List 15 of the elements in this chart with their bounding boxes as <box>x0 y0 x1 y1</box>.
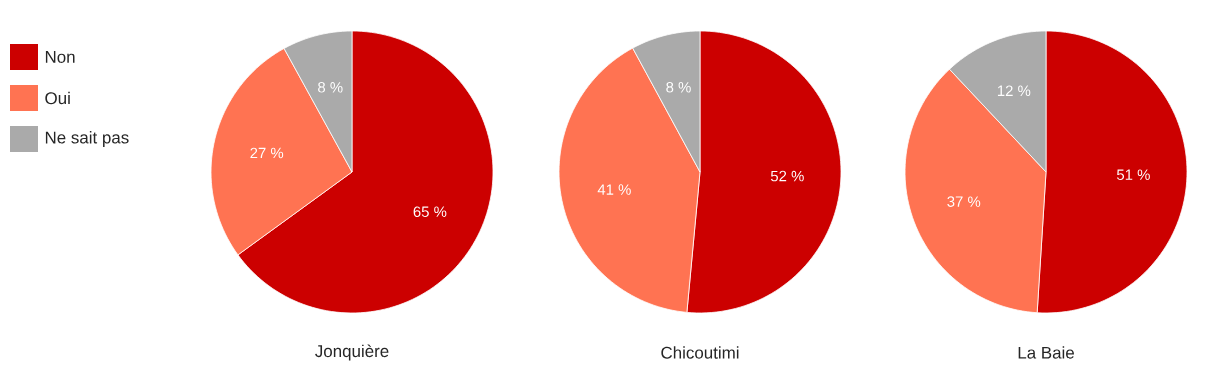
legend-label: Non <box>45 51 75 63</box>
data-label: 8 % <box>666 81 691 93</box>
data-label: 41 % <box>597 184 631 195</box>
text: La Baie <box>1018 346 1074 359</box>
data-label: 12 % <box>997 85 1031 96</box>
text: Chicoutimi <box>661 346 739 359</box>
data-label: 8 % <box>318 82 343 93</box>
data-label: 51 % <box>1116 169 1150 180</box>
legend-label: Oui <box>45 91 70 105</box>
legend-label: Ne sait pas <box>45 131 129 147</box>
data-label: 27 % <box>250 147 284 159</box>
data-label: 65 % <box>413 206 447 217</box>
data-label: 37 % <box>947 196 981 207</box>
text: Jonquière <box>315 344 389 361</box>
data-label: 52 % <box>770 170 804 182</box>
